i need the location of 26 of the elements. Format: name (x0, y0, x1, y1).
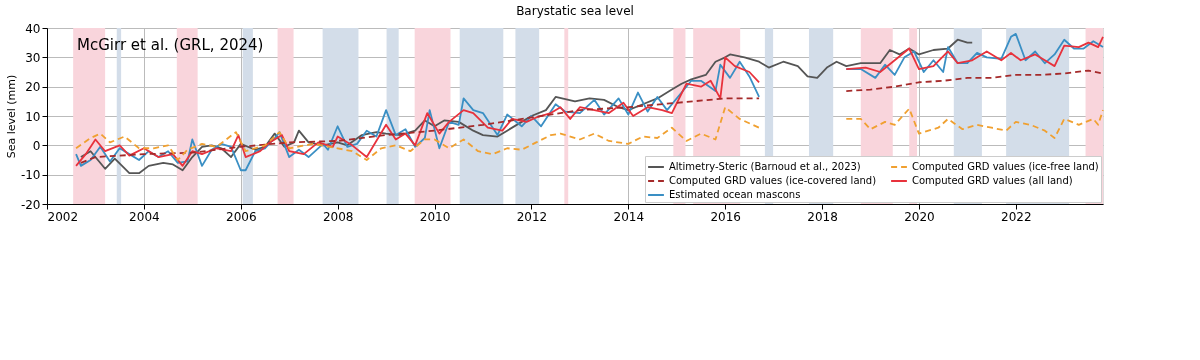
annotation: McGirr et al. (GRL, 2024) (77, 36, 264, 54)
legend-label: Computed GRD values (ice-covered land) (669, 175, 877, 186)
y-axis-title: Sea level (mm) (4, 74, 18, 159)
legend-label: Altimetry-Steric (Barnoud et al., 2023) (669, 161, 861, 172)
x-tick-label: 2010 (419, 209, 451, 224)
chart-title: Barystatic sea level (516, 4, 634, 18)
y-tick-label: -20 (20, 197, 41, 212)
y-tick-label: -10 (20, 168, 41, 183)
x-tick-label: 2006 (225, 209, 257, 224)
x-tick-label: 2022 (1001, 209, 1032, 224)
y-tick-label: 30 (25, 50, 41, 65)
y-tick-label: 10 (25, 109, 41, 124)
legend-label: Estimated ocean mascons (669, 189, 801, 200)
x-tick-label: 2012 (516, 209, 548, 224)
x-tick-label: 2008 (322, 209, 354, 224)
y-tick-label: 40 (25, 21, 41, 36)
x-tick-label: 2020 (904, 209, 935, 224)
y-tick-label: 20 (25, 80, 41, 95)
x-tick-label: 2018 (807, 209, 838, 224)
legend-label: Computed GRD values (all land) (912, 175, 1073, 186)
x-tick-label: 2014 (613, 209, 645, 224)
y-tick-label: 0 (32, 138, 41, 153)
x-tick-label: 2016 (710, 209, 741, 224)
x-tick-label: 2002 (47, 209, 79, 224)
x-tick-label: 2004 (129, 209, 160, 224)
legend-label: Computed GRD values (ice-free land) (912, 161, 1099, 172)
